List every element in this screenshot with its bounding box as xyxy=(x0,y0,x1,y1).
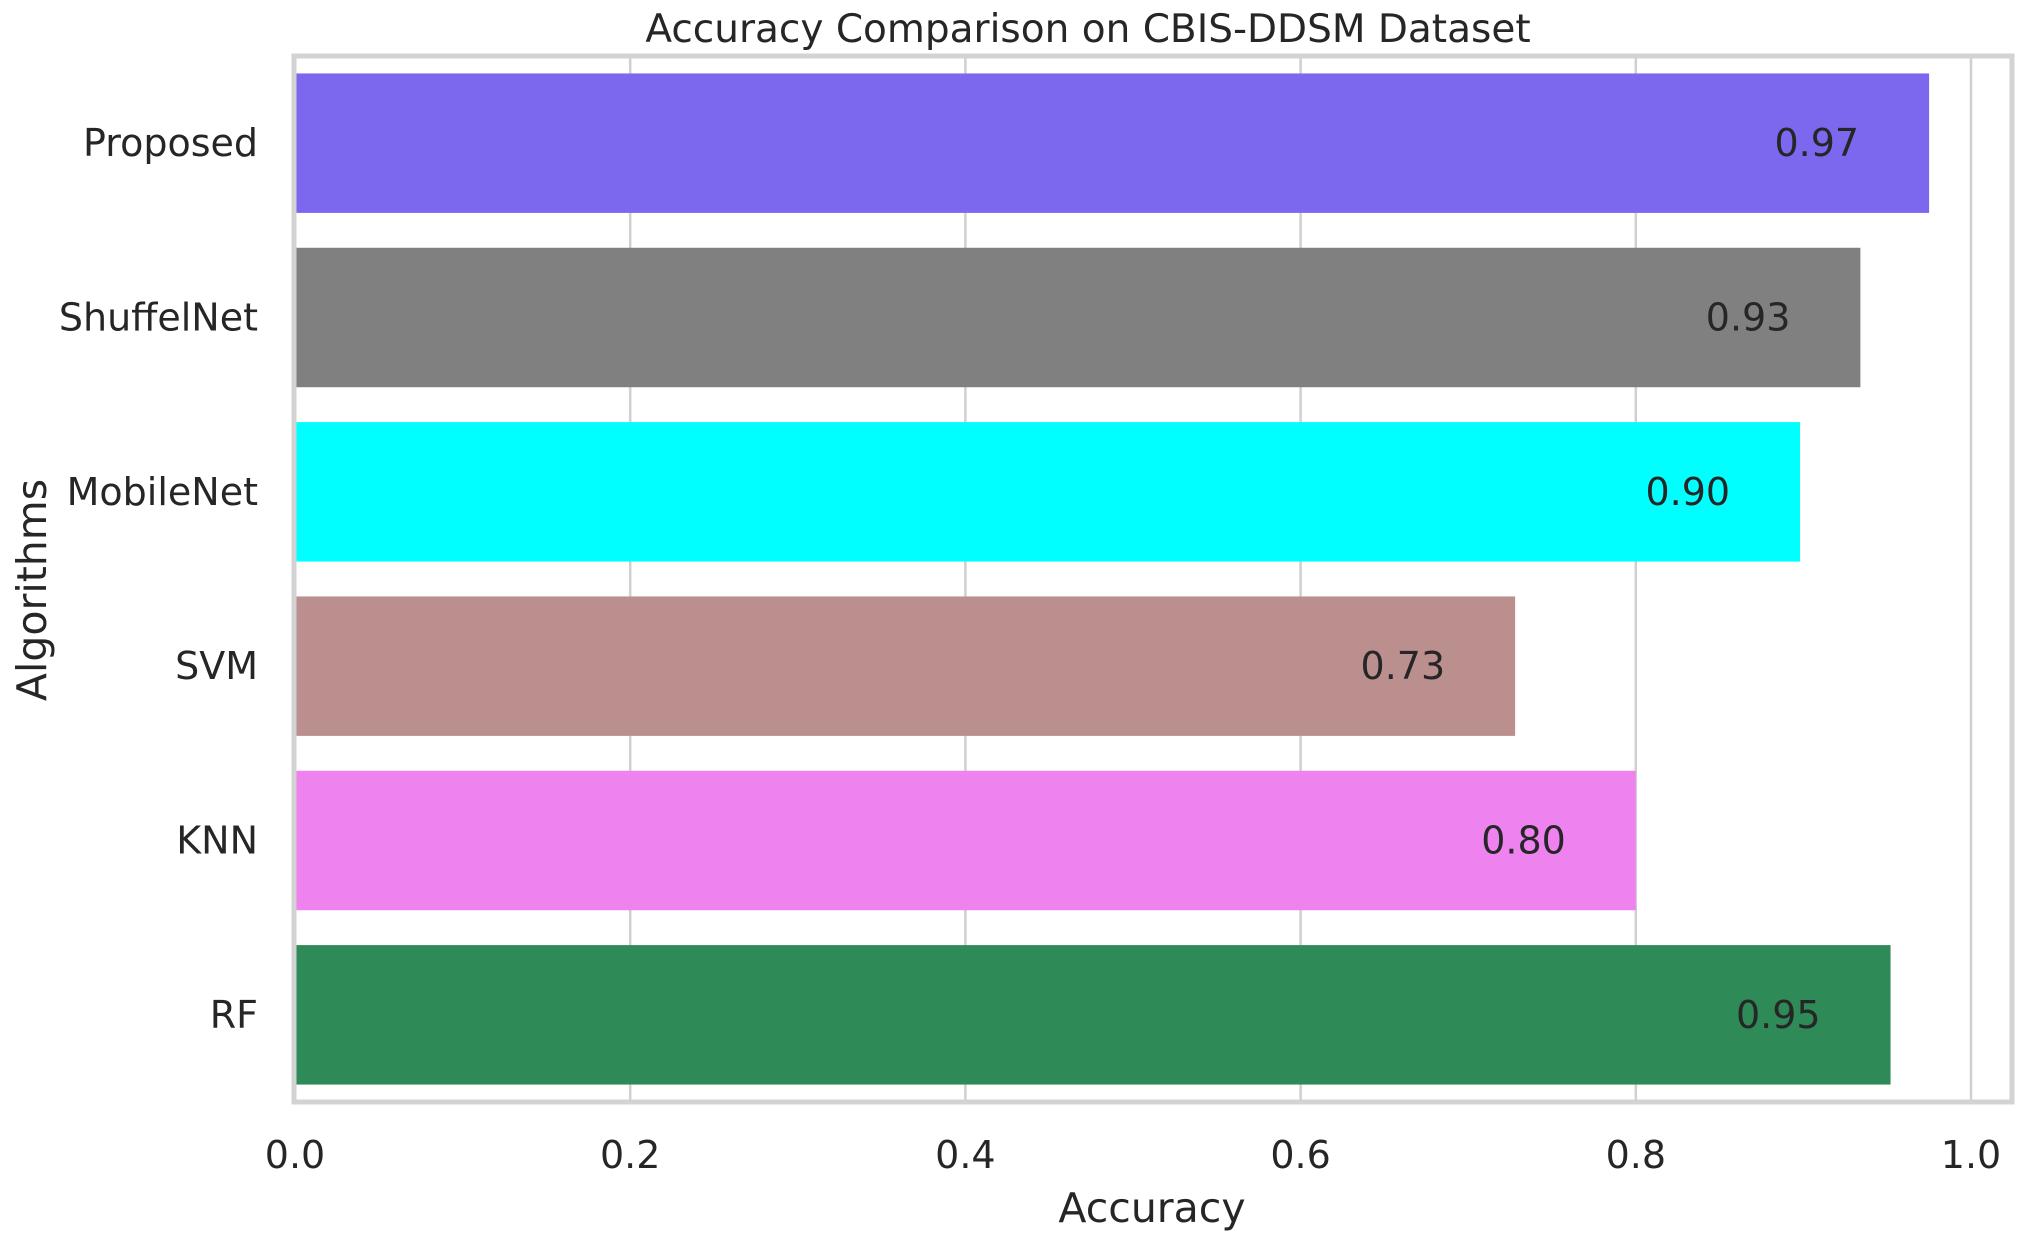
bar-value-label: 0.97 xyxy=(1774,121,1859,165)
bar xyxy=(295,247,1861,388)
plot-frame xyxy=(291,53,2015,1105)
bar-value-label: 0.95 xyxy=(1736,993,1821,1037)
bar xyxy=(295,422,1801,562)
x-tick-label: 0.4 xyxy=(935,1133,995,1177)
bar xyxy=(295,596,1516,736)
x-tick-label: 0.8 xyxy=(1606,1133,1666,1177)
y-tick-label: RF xyxy=(210,993,258,1037)
y-tick-label: KNN xyxy=(176,819,258,863)
x-tick-label: 1.0 xyxy=(1941,1133,2001,1177)
x-tick-labels: 0.0 0.2 0.4 0.6 0.8 1.0 xyxy=(265,1133,2001,1177)
y-tick-label: Proposed xyxy=(83,121,258,165)
bar-value-label: 0.93 xyxy=(1706,296,1791,340)
bars-group: 0.97 0.93 0.90 0.73 0.80 0.95 xyxy=(295,73,1930,1085)
x-axis-label: Accuracy xyxy=(1058,1184,1245,1232)
bar xyxy=(295,73,1930,213)
x-tick-label: 0.2 xyxy=(600,1133,660,1177)
bar xyxy=(295,945,1891,1085)
bar-value-label: 0.73 xyxy=(1361,644,1446,688)
y-tick-label: MobileNet xyxy=(67,470,258,514)
bar xyxy=(295,770,1636,911)
y-axis-label: Algorithms xyxy=(8,479,56,701)
chart-title: Accuracy Comparison on CBIS-DDSM Dataset xyxy=(645,7,1530,52)
bar-value-label: 0.80 xyxy=(1481,819,1566,863)
x-tick-label: 0.0 xyxy=(265,1133,325,1177)
x-tick-label: 0.6 xyxy=(1270,1133,1330,1177)
y-tick-label: ShuffelNet xyxy=(59,296,258,340)
y-tick-labels: Proposed ShuffelNet MobileNet SVM KNN RF xyxy=(59,121,258,1037)
y-tick-label: SVM xyxy=(175,644,258,688)
bar-value-label: 0.90 xyxy=(1645,470,1730,514)
